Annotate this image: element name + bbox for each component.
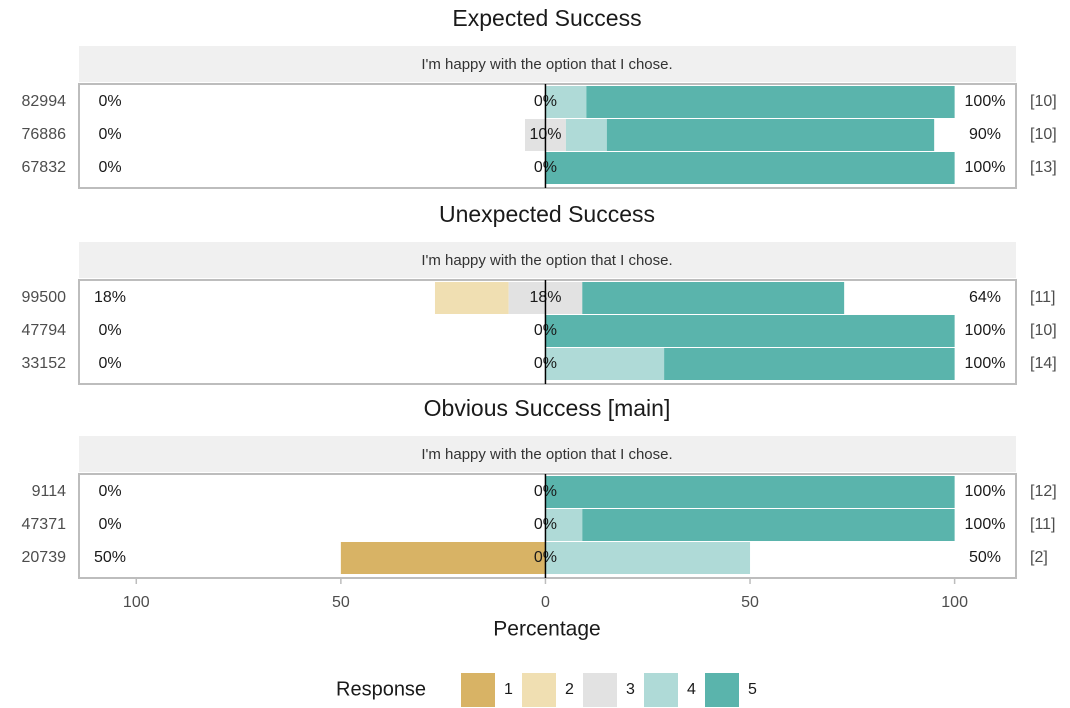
facet-title: Expected Success — [452, 5, 641, 31]
strip — [79, 436, 1016, 472]
legend-swatch — [705, 673, 739, 707]
x-tick-label: 50 — [332, 594, 350, 611]
strip-label: I'm happy with the option that I chose. — [421, 56, 672, 73]
right-label: 100% — [965, 159, 1006, 176]
count-label: [10] — [1030, 322, 1057, 339]
row-label: 33152 — [22, 355, 67, 372]
row-label: 82994 — [22, 93, 67, 110]
panel-border — [78, 83, 1017, 189]
legend-label: 4 — [687, 681, 696, 698]
left-label: 0% — [98, 159, 121, 176]
left-label: 0% — [98, 516, 121, 533]
right-label: 100% — [965, 483, 1006, 500]
bar-segment — [545, 152, 955, 184]
bar-segment — [664, 348, 955, 380]
right-label: 100% — [965, 322, 1006, 339]
legend-swatch — [583, 673, 617, 707]
x-tick-label: 50 — [741, 594, 759, 611]
bar-segment — [545, 348, 665, 380]
left-label: 18% — [94, 289, 126, 306]
bar-segment — [434, 282, 509, 314]
bar-segment — [582, 509, 955, 541]
facet-title: Unexpected Success — [439, 201, 655, 227]
strip-label: I'm happy with the option that I chose. — [421, 252, 672, 269]
legend-swatch — [461, 673, 495, 707]
left-label: 0% — [98, 355, 121, 372]
bar-segment — [586, 86, 955, 118]
right-label: 64% — [969, 289, 1001, 306]
row-label: 67832 — [22, 159, 67, 176]
legend-label: 3 — [626, 681, 635, 698]
row-label: 47794 — [22, 322, 67, 339]
left-label: 0% — [98, 322, 121, 339]
bar-segment — [606, 119, 935, 151]
count-label: [12] — [1030, 483, 1057, 500]
legend-label: 5 — [748, 681, 757, 698]
legend-swatch — [644, 673, 678, 707]
left-label: 50% — [94, 549, 126, 566]
bar-segment — [545, 315, 955, 347]
count-label: [13] — [1030, 159, 1057, 176]
row-label: 47371 — [22, 516, 67, 533]
count-label: [11] — [1030, 289, 1056, 306]
left-label: 0% — [98, 483, 121, 500]
right-label: 50% — [969, 549, 1001, 566]
panel-border — [78, 473, 1017, 579]
legend-label: 2 — [565, 681, 574, 698]
row-label: 20739 — [22, 549, 67, 566]
facet-title: Obvious Success [main] — [424, 395, 671, 421]
bar-segment — [545, 476, 955, 508]
count-label: [10] — [1030, 93, 1057, 110]
bar-segment — [545, 86, 587, 118]
count-label: [2] — [1030, 549, 1048, 566]
legend-swatch — [522, 673, 556, 707]
right-label: 100% — [965, 355, 1006, 372]
x-axis-label: Percentage — [493, 618, 600, 641]
bar-segment — [545, 509, 583, 541]
right-label: 90% — [969, 126, 1001, 143]
strip — [79, 46, 1016, 82]
legend-label: 1 — [504, 681, 513, 698]
strip — [79, 242, 1016, 278]
row-label: 9114 — [32, 483, 67, 500]
panel-border — [78, 279, 1017, 385]
x-tick-label: 100 — [941, 594, 968, 611]
bar-segment — [565, 119, 607, 151]
left-label: 0% — [98, 126, 121, 143]
bar-segment — [545, 542, 751, 574]
row-label: 76886 — [22, 126, 67, 143]
strip-label: I'm happy with the option that I chose. — [421, 446, 672, 463]
row-label: 99500 — [22, 289, 67, 306]
count-label: [11] — [1030, 516, 1056, 533]
bar-segment — [582, 282, 845, 314]
left-label: 0% — [98, 93, 121, 110]
count-label: [14] — [1030, 355, 1057, 372]
legend-title: Response — [336, 678, 426, 700]
count-label: [10] — [1030, 126, 1057, 143]
bar-segment — [340, 542, 546, 574]
x-tick-label: 100 — [123, 594, 150, 611]
right-label: 100% — [965, 93, 1006, 110]
right-label: 100% — [965, 516, 1006, 533]
x-tick-label: 0 — [541, 594, 550, 611]
